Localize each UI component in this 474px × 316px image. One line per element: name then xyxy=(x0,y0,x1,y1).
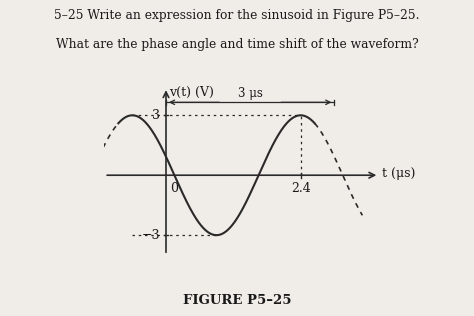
Text: 0: 0 xyxy=(171,182,179,195)
Text: FIGURE P5–25: FIGURE P5–25 xyxy=(183,294,291,307)
Text: v(t) (V): v(t) (V) xyxy=(169,86,214,99)
Text: −3: −3 xyxy=(142,229,160,242)
Text: What are the phase angle and time shift of the waveform?: What are the phase angle and time shift … xyxy=(55,38,419,51)
Text: t (μs): t (μs) xyxy=(382,167,415,180)
Text: 3: 3 xyxy=(152,109,160,122)
Text: 2.4: 2.4 xyxy=(291,182,310,195)
Text: 5–25 Write an expression for the sinusoid in Figure P5–25.: 5–25 Write an expression for the sinusoi… xyxy=(54,9,420,22)
Text: 3 μs: 3 μs xyxy=(238,87,263,100)
